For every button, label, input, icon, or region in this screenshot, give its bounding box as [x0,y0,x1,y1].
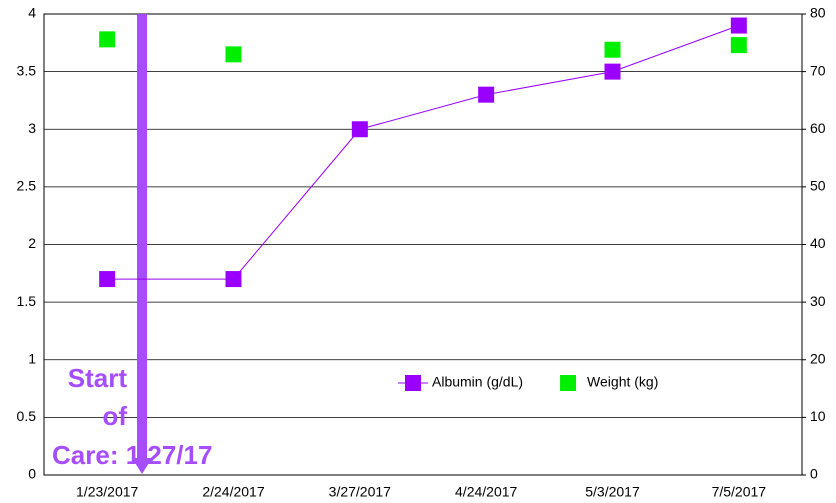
marker [351,121,368,138]
marker [730,17,747,34]
x-tick-label: 1/23/2017 [76,484,138,500]
x-tick-label: 5/3/2017 [585,484,640,500]
y-tick-label: 2 [28,235,36,251]
y2-tick-label: 60 [810,120,826,136]
marker [604,63,621,80]
start-arrow-head [132,458,152,474]
y2-tick-label: 30 [810,293,826,309]
annotation: of [102,401,127,431]
legend-marker [560,375,577,391]
y-tick-label: 0.5 [17,408,37,424]
legend-label: Weight (kg) [587,374,658,390]
y2-tick-label: 40 [810,235,826,251]
y-tick-label: 3 [28,120,36,136]
y2-tick-label: 20 [810,350,826,366]
x-tick-label: 4/24/2017 [455,484,517,500]
legend-label: Albumin (g/dL) [432,374,523,390]
y-tick-label: 4 [28,5,36,21]
annotation: Start [68,363,128,393]
y-tick-label: 0 [28,466,36,482]
y2-tick-label: 0 [810,466,818,482]
y-tick-label: 2.5 [17,178,37,194]
x-tick-label: 7/5/2017 [712,484,767,500]
marker [604,41,621,58]
marker [225,271,242,288]
y2-tick-label: 10 [810,408,826,424]
y2-tick-label: 80 [810,5,826,21]
y2-tick-label: 70 [810,62,826,78]
start-arrow [137,14,147,460]
marker [478,86,495,103]
marker [730,37,747,54]
marker [225,46,242,63]
x-tick-label: 3/27/2017 [329,484,391,500]
y-tick-label: 1 [28,350,36,366]
annotation: Care: 1/27/17 [52,440,212,470]
marker [99,271,116,288]
y2-tick-label: 50 [810,178,826,194]
y-tick-label: 1.5 [17,293,37,309]
legend-marker [405,375,421,391]
marker [99,31,116,48]
series-line [107,25,740,280]
y-tick-label: 3.5 [17,62,37,78]
x-tick-label: 2/24/2017 [202,484,264,500]
